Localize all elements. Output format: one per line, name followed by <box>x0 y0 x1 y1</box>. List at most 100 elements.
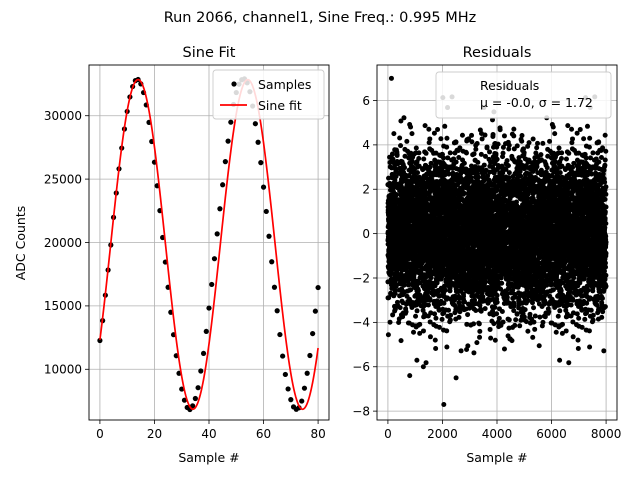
sample-point <box>310 330 316 337</box>
residual-point <box>461 160 467 166</box>
residual-point <box>446 307 452 313</box>
residual-point <box>447 150 453 156</box>
residual-point <box>482 279 488 285</box>
residual-point <box>421 156 427 162</box>
residual-point <box>492 337 498 343</box>
sample-point <box>220 182 226 188</box>
residual-point <box>475 159 481 165</box>
sample-point <box>280 353 286 359</box>
sample-point <box>198 368 204 374</box>
sample-point <box>190 403 196 409</box>
sample-point <box>179 386 185 392</box>
residual-point <box>471 151 477 157</box>
legend-samples-label: Samples <box>258 77 311 92</box>
residual-point <box>494 299 500 305</box>
residual-point <box>494 292 500 298</box>
sample-point <box>301 385 308 391</box>
sine-fit-xtick-label: 80 <box>310 427 325 441</box>
residuals-title: Residuals <box>463 45 532 61</box>
residual-point <box>492 304 498 310</box>
residual-point <box>513 317 519 323</box>
residual-point <box>477 334 483 340</box>
sample-point <box>228 119 234 125</box>
sine-fit-xtick-label: 0 <box>96 427 104 441</box>
residual-point <box>433 150 439 156</box>
sample-point <box>214 231 220 237</box>
residual-point <box>495 141 501 147</box>
residual-point <box>413 145 419 151</box>
residual-point <box>428 160 434 166</box>
residual-point <box>423 360 429 366</box>
sine-fit-xtick-label: 20 <box>147 427 162 441</box>
residual-point <box>511 303 517 309</box>
sine-fit-xtick-label: 40 <box>201 427 216 441</box>
residual-point <box>413 313 419 319</box>
residual-point <box>444 344 450 350</box>
residual-point <box>442 123 448 129</box>
sample-point <box>288 397 294 403</box>
residual-point <box>517 323 523 329</box>
residual-point <box>501 133 507 139</box>
sample-point <box>274 308 280 314</box>
residual-point <box>504 294 510 300</box>
residual-point <box>487 326 493 332</box>
residual-point <box>465 343 471 349</box>
residual-point <box>427 297 433 303</box>
sample-point <box>217 206 223 212</box>
residual-point <box>440 155 446 161</box>
sine-fit-plot <box>97 76 321 413</box>
sample-point <box>277 331 283 338</box>
residual-point <box>463 150 469 156</box>
residual-point <box>392 291 398 297</box>
sine-fit-ylabel: ADC Counts <box>13 206 28 281</box>
residual-point <box>428 275 434 281</box>
residual-point <box>444 328 450 334</box>
sample-point <box>203 328 209 335</box>
sample-point <box>222 159 228 165</box>
residual-point <box>402 165 408 171</box>
residual-point <box>409 158 415 164</box>
residual-point <box>458 348 464 354</box>
residual-point <box>493 151 499 157</box>
residual-point <box>500 150 506 156</box>
residual-point <box>426 126 432 132</box>
residual-point <box>432 337 438 343</box>
residual-point <box>387 319 393 325</box>
residual-point <box>420 328 426 334</box>
residual-point <box>411 329 417 335</box>
residual-point <box>471 321 477 327</box>
sample-point <box>181 397 188 403</box>
residual-point <box>494 156 500 162</box>
sample-point <box>225 138 231 144</box>
residual-point <box>408 287 414 293</box>
residual-point <box>414 308 420 314</box>
sample-point <box>200 350 207 357</box>
residual-point <box>416 174 422 180</box>
sample-point <box>252 121 258 127</box>
residual-point <box>400 314 406 320</box>
residual-point <box>482 132 488 138</box>
legend-sine-fit-label: Sine fit <box>258 98 302 113</box>
sample-point <box>271 284 278 290</box>
sine-fit-title: Sine Fit <box>183 45 236 61</box>
residual-point <box>499 280 505 286</box>
residual-point <box>459 132 465 138</box>
sine-fit-ytick-label: 10000 <box>44 363 82 377</box>
residual-point <box>431 130 437 136</box>
sample-point <box>285 386 291 392</box>
residual-point <box>474 140 480 146</box>
sample-point <box>97 337 103 344</box>
sample-point <box>307 352 313 359</box>
residual-point <box>471 350 477 356</box>
residual-point <box>398 338 404 344</box>
residual-point <box>499 308 505 314</box>
residual-point <box>427 164 433 170</box>
residual-point <box>423 150 429 156</box>
residual-point <box>433 346 439 351</box>
residual-point <box>474 340 480 346</box>
legend-samples-marker <box>231 81 237 87</box>
residual-point <box>473 307 479 313</box>
sine-fit-legend-box <box>212 69 325 120</box>
residual-point <box>436 324 442 330</box>
